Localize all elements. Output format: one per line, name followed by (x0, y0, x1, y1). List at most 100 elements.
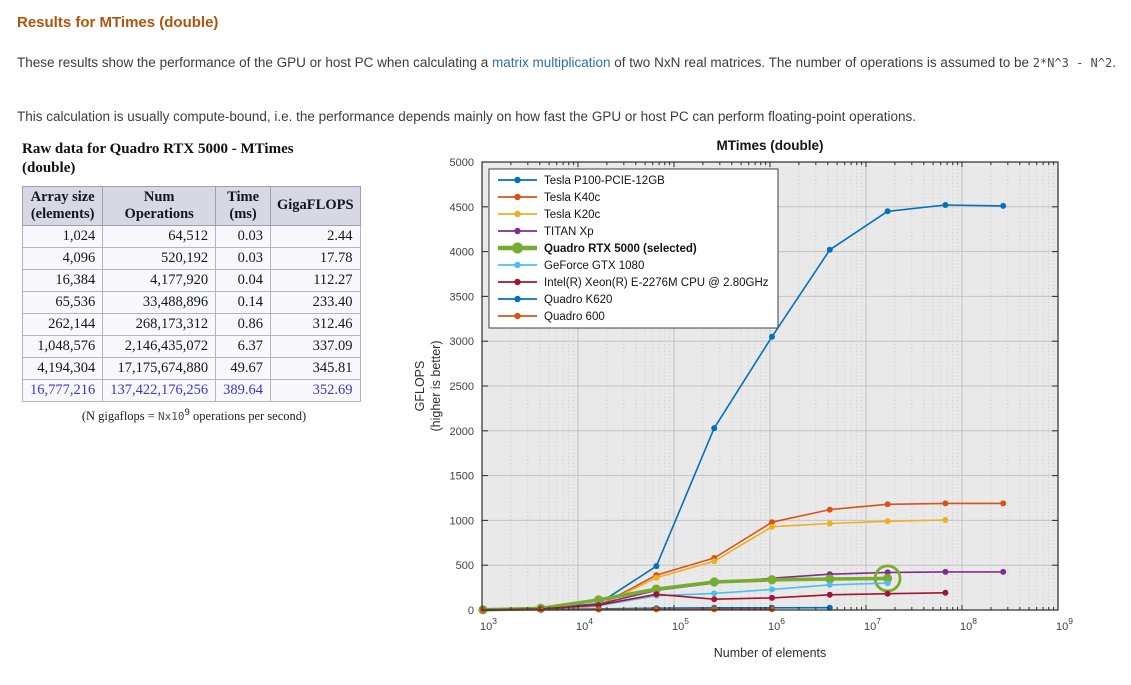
legend-entry-tesla-p100-pcie-12gb: Tesla P100-PCIE-12GB (498, 175, 665, 187)
table-cell: 2,146,435,072 (102, 334, 217, 358)
table-cell: 352.69 (270, 378, 361, 402)
svg-text:105: 105 (672, 616, 689, 633)
matrix-multiplication-link[interactable]: matrix multiplication (492, 55, 611, 70)
svg-text:500: 500 (456, 560, 474, 572)
table-cell: 345.81 (270, 356, 361, 380)
svg-text:Tesla K20c: Tesla K20c (544, 209, 601, 221)
table-row: 65,536 33,488,896 0.14 233.40 (21, 290, 361, 314)
table-row: 1,024 64,512 0.03 2.44 (21, 224, 361, 248)
table-row: 262,144 268,173,312 0.86 312.46 (21, 312, 361, 336)
svg-text:4000: 4000 (450, 247, 474, 259)
table-cell: 0.86 (215, 312, 271, 336)
intro-text-3: . (1112, 55, 1116, 70)
page-title: Results for MTimes (double) (17, 14, 219, 31)
caption-code: Nx10 (157, 409, 185, 423)
table-header-cell: Num Operations (102, 185, 217, 226)
table-cell: 64,512 (102, 224, 217, 248)
legend-entry-intel-r-xeon-r-e-2276m-cpu-2-80ghz: Intel(R) Xeon(R) E-2276M CPU @ 2.80GHz (498, 277, 769, 289)
table-cell: 4,096 (21, 246, 104, 270)
caption-text-1: (N gigaflops = (81, 408, 158, 423)
table-cell: 16,384 (21, 268, 104, 292)
series-quadro-rtx-5000-selected (478, 564, 902, 615)
intro-text-1: These results show the performance of th… (17, 55, 492, 70)
svg-text:104: 104 (576, 616, 593, 633)
raw-data-table: Array size (elements) Num Operations Time … (21, 185, 361, 402)
table-title: Raw data for Quadro RTX 5000 - MTimes (d… (22, 141, 294, 176)
svg-text:107: 107 (864, 616, 881, 633)
legend-entry-titan-xp: TITAN Xp (498, 226, 594, 238)
table-cell: 337.09 (270, 334, 361, 358)
table-cell: 1,048,576 (21, 334, 104, 358)
table-cell: 17.78 (270, 246, 361, 270)
svg-text:Tesla K40c: Tesla K40c (544, 192, 601, 204)
svg-text:TITAN Xp: TITAN Xp (544, 226, 594, 238)
table-row: 1,048,576 2,146,435,072 6.37 337.09 (21, 334, 361, 358)
compute-bound-paragraph: This calculation is usually compute-boun… (17, 109, 916, 124)
table-cell: 4,194,304 (21, 356, 104, 380)
svg-text:4500: 4500 (450, 202, 474, 214)
svg-text:3500: 3500 (450, 291, 474, 303)
table-cell: 0.03 (215, 224, 271, 248)
table-header-row: Array size (elements) Num Operations Time … (21, 185, 361, 226)
table-cell: 16,777,216 (21, 378, 104, 402)
table-cell: 0.14 (215, 290, 271, 314)
y-tick-labels: 0 500 1000 1500 2000 2500 3000 3500 4000 4500 5000 (450, 157, 474, 617)
svg-text:108: 108 (960, 616, 977, 633)
svg-text:0: 0 (468, 605, 474, 617)
chart-title: MTimes (double) (716, 138, 823, 153)
table-cell: 0.04 (215, 268, 271, 292)
caption-exponent: 9 (184, 407, 190, 418)
table-cell: 262,144 (21, 312, 104, 336)
table-row-selected: 16,777,216 137,422,176,256 389.64 352.69 (21, 378, 361, 402)
svg-text:2500: 2500 (450, 381, 474, 393)
table-cell: 520,192 (102, 246, 217, 270)
svg-text:Tesla P100-PCIE-12GB: Tesla P100-PCIE-12GB (544, 175, 665, 187)
svg-text:Intel(R) Xeon(R) E-2276M CPU: Intel(R) Xeon(R) E-2276M CPU @ 2.80GHz (544, 277, 769, 289)
table-cell: 33,488,896 (102, 290, 217, 314)
table-cell: 6.37 (215, 334, 271, 358)
svg-text:103: 103 (480, 616, 497, 633)
svg-text:5000: 5000 (450, 157, 474, 169)
raw-data-section: Raw data for Quadro RTX 5000 - MTimes (d… (21, 140, 370, 424)
x-axis-label: Number of elements (714, 646, 827, 660)
legend-entry-quadro-rtx-5000-selected: Quadro RTX 5000 (selected) (498, 242, 697, 255)
table-cell: 112.27 (270, 268, 361, 292)
legend-entry-quadro-k620: Quadro K620 (498, 294, 612, 306)
table-cell: 312.46 (270, 312, 361, 336)
intro-text-2: of two NxN real matrices. The number of … (610, 55, 1033, 70)
axis-ticks (481, 162, 1059, 610)
svg-text:Quadro RTX 5000 (selected): Quadro RTX 5000 (selected) (544, 243, 697, 255)
table-row: 4,194,304 17,175,674,880 49.67 345.81 (21, 356, 361, 380)
svg-text:GeForce GTX 1080: GeForce GTX 1080 (544, 260, 644, 272)
table-cell: 2.44 (270, 224, 361, 248)
x-tick-labels: 103 104 105 106 107 108 109 (480, 616, 1073, 633)
table-cell: 49.67 (215, 356, 271, 380)
performance-chart: 0 500 1000 1500 2000 2500 3000 3500 4000 4500 5000… (413, 138, 1073, 660)
svg-text:2000: 2000 (450, 426, 474, 438)
table-cell: 233.40 (270, 290, 361, 314)
table-caption: (N gigaflops = Nx109 operations per seco… (22, 408, 366, 424)
table-cell: 268,173,312 (102, 312, 217, 336)
table-cell: 65,536 (21, 290, 104, 314)
table-cell: 4,177,920 (102, 268, 217, 292)
y-axis-label-subtitle: (higher is better) (429, 340, 443, 431)
legend-entry-tesla-k40c: Tesla K40c (498, 192, 601, 204)
table-cell: 17,175,674,880 (102, 356, 217, 380)
svg-text:109: 109 (1056, 616, 1073, 633)
table-cell: 0.03 (215, 246, 271, 270)
intro-paragraph: These results show the performance of th… (17, 52, 1119, 74)
svg-text:Quadro 600: Quadro 600 (544, 311, 605, 323)
svg-text:Quadro K620: Quadro K620 (544, 294, 612, 306)
svg-text:106: 106 (768, 616, 785, 633)
y-axis-label: GFLOPS (413, 361, 427, 412)
table-row: 4,096 520,192 0.03 17.78 (21, 246, 361, 270)
svg-text:3000: 3000 (450, 336, 474, 348)
table-cell: 137,422,176,256 (102, 378, 217, 402)
operations-formula: 2*N^3 - N^2 (1032, 56, 1113, 70)
svg-text:1500: 1500 (450, 471, 474, 483)
legend-entry-quadro-600: Quadro 600 (498, 311, 605, 323)
table-header-cell: Time (ms) (215, 185, 271, 226)
table-header-cell: Array size (elements) (21, 185, 104, 226)
svg-text:1000: 1000 (450, 515, 474, 527)
